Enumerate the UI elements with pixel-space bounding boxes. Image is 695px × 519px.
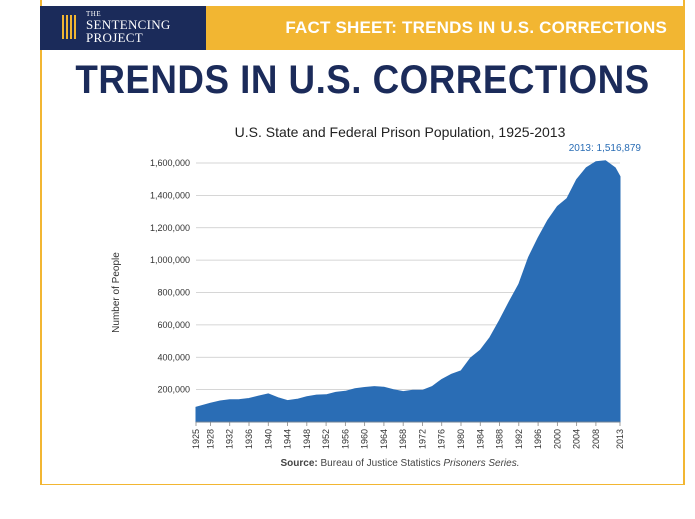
x-tick-label: 1964 (379, 429, 389, 449)
logo-line-1: SENTENCING (86, 17, 171, 32)
y-axis-label: Number of People (111, 252, 122, 333)
y-tick-label: 1,000,000 (150, 255, 190, 265)
source-prefix: Source: (280, 458, 318, 469)
y-tick-label: 1,200,000 (150, 223, 190, 233)
x-tick-label: 1976 (437, 429, 447, 449)
x-tick-label: 1952 (321, 429, 331, 449)
x-tick-label: 1984 (475, 429, 485, 449)
columns-logo-icon (62, 15, 80, 41)
logo-line-2: PROJECT (86, 30, 144, 45)
x-tick-label: 1932 (225, 429, 235, 449)
x-tick-label: 1980 (456, 429, 466, 449)
x-tick-label: 2008 (591, 429, 601, 449)
population-area (195, 160, 621, 423)
x-tick-label: 1972 (417, 429, 427, 449)
logo-text: THE SENTENCING PROJECT (86, 10, 171, 45)
x-tick-label: 2000 (552, 429, 562, 449)
x-tick-label: 1988 (495, 429, 505, 449)
x-tick-label: 1948 (302, 429, 312, 449)
header: THE SENTENCING PROJECT FACT SHEET: TREND… (40, 6, 685, 50)
x-tick-label: 1928 (205, 429, 215, 449)
x-tick-label: 1925 (191, 429, 201, 449)
chart-title: U.S. State and Federal Prison Population… (234, 124, 566, 140)
x-tick-label: 1960 (360, 429, 370, 449)
y-tick-label: 600,000 (157, 320, 190, 330)
fact-sheet-banner: FACT SHEET: TRENDS IN U.S. CORRECTIONS (206, 6, 685, 50)
x-tick-label: 1944 (283, 429, 293, 449)
sentencing-project-logo[interactable]: THE SENTENCING PROJECT (40, 6, 206, 50)
y-tick-label: 1,600,000 (150, 158, 190, 168)
source-text: Bureau of Justice Statistics (317, 458, 444, 469)
logo-the: THE (86, 10, 102, 18)
page-title: TRENDS IN U.S. CORRECTIONS (75, 58, 650, 102)
source-series: Prisoners Series. (443, 458, 520, 469)
chart-source: Source: Bureau of Justice Statistics Pri… (150, 458, 650, 469)
y-tick-label: 1,400,000 (150, 190, 190, 200)
peak-annotation: 2013: 1,516,879 (569, 143, 642, 154)
x-tick-label: 1968 (398, 429, 408, 449)
y-tick-label: 800,000 (157, 288, 190, 298)
x-tick-label: 2004 (572, 429, 582, 449)
x-tick-label: 2013 (615, 429, 625, 449)
y-tick-label: 200,000 (157, 385, 190, 395)
x-tick-label: 1936 (244, 429, 254, 449)
x-tick-label: 1940 (263, 429, 273, 449)
x-tick-label: 1992 (514, 429, 524, 449)
x-tick-label: 1996 (533, 429, 543, 449)
y-tick-label: 400,000 (157, 352, 190, 362)
x-tick-label: 1956 (340, 429, 350, 449)
